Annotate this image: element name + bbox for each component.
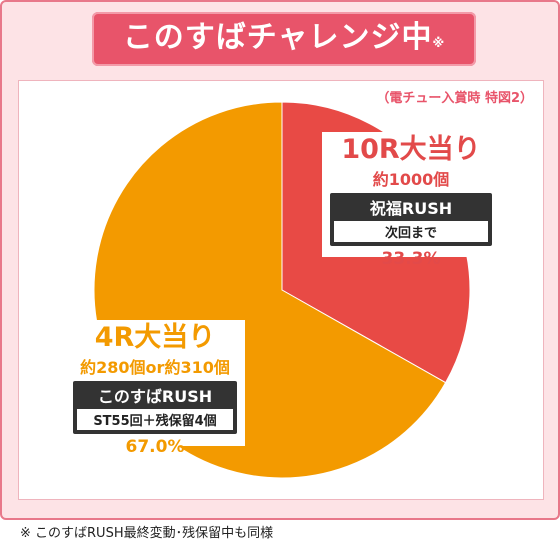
slice-4r-rush-name: このすばRUSH — [77, 383, 233, 407]
chart-frame: このすばチャレンジ中※ （電チュー入賞時 特図2） 10R大当り 約1000個 … — [0, 0, 560, 520]
slice-4r-percent: 67.0% — [73, 437, 237, 457]
slice-10r-rush-detail: 次回まで — [334, 221, 488, 242]
slice-10r-payout: 約1000個 — [330, 166, 492, 190]
slice-4r-rush-detail: ST55回＋残保留4個 — [77, 409, 233, 430]
slice-10r-title: 10R大当り — [330, 136, 492, 164]
slice-4r-payout: 約280個or約310個 — [73, 354, 237, 378]
slice-10r-rush-name: 祝福RUSH — [334, 195, 488, 219]
slice-4r-rush: このすばRUSH ST55回＋残保留4個 — [73, 381, 237, 434]
footnote: ※ このすばRUSH最終変動･残保留中も同様 — [20, 522, 273, 541]
slice-10r-percent: 33.3% — [330, 249, 492, 269]
slice-label-4r: 4R大当り 約280個or約310個 このすばRUSH ST55回＋残保留4個 … — [65, 320, 245, 446]
slice-4r-title: 4R大当り — [73, 324, 237, 352]
slice-10r-rush: 祝福RUSH 次回まで — [330, 193, 492, 246]
slice-label-10r: 10R大当り 約1000個 祝福RUSH 次回まで 33.3% — [322, 132, 500, 257]
